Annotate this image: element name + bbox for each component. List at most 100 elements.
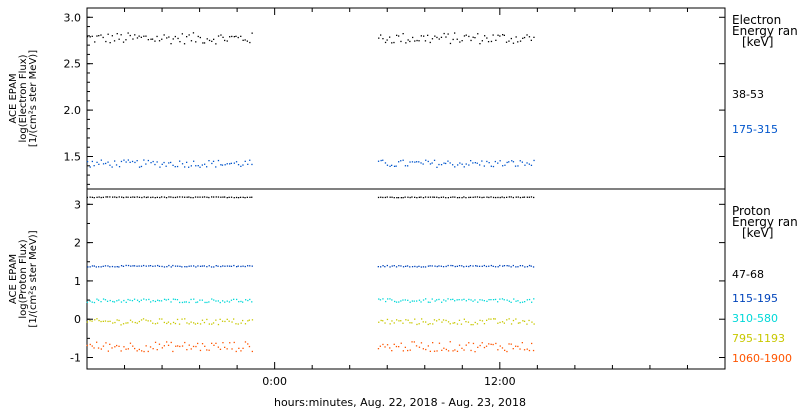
data-point bbox=[215, 43, 217, 45]
data-point bbox=[505, 41, 508, 43]
data-point bbox=[123, 346, 125, 348]
data-point bbox=[377, 348, 380, 350]
proton-legend-entry: 1060-1900 bbox=[732, 352, 792, 365]
data-point bbox=[490, 318, 492, 320]
data-point bbox=[436, 196, 438, 198]
data-point bbox=[407, 299, 409, 301]
data-point bbox=[244, 39, 246, 41]
data-point bbox=[97, 347, 100, 349]
data-point bbox=[120, 34, 122, 36]
data-point bbox=[147, 159, 149, 162]
data-point bbox=[95, 266, 97, 268]
data-point bbox=[528, 319, 530, 322]
electron-series-38-53 bbox=[86, 32, 535, 45]
data-point bbox=[163, 298, 166, 300]
data-point bbox=[102, 163, 105, 165]
data-point bbox=[425, 348, 427, 351]
data-point bbox=[226, 348, 228, 350]
data-point bbox=[395, 165, 397, 167]
data-point bbox=[404, 165, 407, 167]
data-point bbox=[157, 264, 159, 267]
data-point bbox=[460, 323, 463, 325]
data-point bbox=[235, 161, 238, 163]
data-point bbox=[515, 266, 517, 268]
data-point bbox=[523, 349, 526, 351]
data-point bbox=[497, 162, 499, 164]
data-point bbox=[163, 34, 165, 36]
data-point bbox=[499, 35, 501, 37]
data-point bbox=[118, 319, 120, 322]
data-point bbox=[194, 323, 197, 325]
data-point bbox=[436, 265, 438, 268]
data-point bbox=[517, 196, 519, 198]
data-point bbox=[418, 346, 421, 348]
data-point bbox=[424, 40, 427, 42]
data-point bbox=[398, 35, 400, 37]
data-point bbox=[492, 34, 494, 36]
data-point bbox=[211, 196, 213, 198]
data-point bbox=[531, 321, 533, 323]
data-point bbox=[163, 196, 166, 198]
data-point bbox=[242, 39, 244, 41]
data-point bbox=[184, 318, 186, 320]
data-point bbox=[445, 300, 447, 302]
proton-y-tick-label: 0 bbox=[74, 313, 81, 326]
data-point bbox=[235, 323, 237, 325]
data-point bbox=[154, 323, 157, 325]
data-point bbox=[522, 320, 524, 322]
data-point bbox=[433, 196, 436, 198]
data-point bbox=[156, 349, 158, 351]
data-point bbox=[138, 320, 140, 323]
data-point bbox=[197, 322, 199, 324]
data-point bbox=[382, 265, 384, 267]
data-point bbox=[378, 37, 380, 39]
data-point bbox=[172, 298, 175, 300]
data-point bbox=[499, 160, 501, 162]
data-point bbox=[98, 266, 100, 268]
data-point bbox=[184, 196, 186, 198]
data-point bbox=[515, 196, 517, 198]
data-point bbox=[116, 300, 118, 302]
data-point bbox=[445, 265, 447, 268]
data-point bbox=[454, 265, 456, 268]
data-point bbox=[190, 348, 192, 350]
data-point bbox=[463, 266, 465, 268]
data-point bbox=[431, 162, 433, 164]
data-point bbox=[206, 349, 208, 351]
data-point bbox=[442, 266, 445, 268]
data-point bbox=[192, 32, 195, 34]
data-point bbox=[170, 323, 172, 325]
data-point bbox=[387, 298, 389, 300]
data-point bbox=[91, 345, 93, 347]
data-point bbox=[134, 347, 136, 350]
proton-series-795-1193 bbox=[86, 318, 535, 326]
data-point bbox=[242, 301, 244, 303]
data-point bbox=[233, 264, 235, 267]
data-point bbox=[181, 196, 184, 198]
data-point bbox=[236, 298, 238, 301]
data-point bbox=[148, 265, 150, 267]
data-point bbox=[506, 319, 508, 321]
data-point bbox=[113, 301, 116, 303]
data-point bbox=[386, 39, 388, 41]
data-point bbox=[89, 343, 91, 346]
data-point bbox=[483, 300, 485, 302]
data-point bbox=[145, 196, 148, 199]
data-point bbox=[222, 265, 224, 267]
data-point bbox=[526, 196, 528, 198]
data-point bbox=[121, 196, 123, 198]
data-point bbox=[122, 323, 125, 325]
data-point bbox=[503, 265, 506, 267]
data-point bbox=[468, 265, 470, 268]
data-point bbox=[102, 196, 104, 198]
data-point bbox=[420, 301, 422, 303]
data-point bbox=[112, 300, 114, 303]
data-point bbox=[215, 265, 217, 267]
data-point bbox=[385, 300, 387, 303]
proton-y-label-line: ACE EPAM bbox=[8, 254, 19, 304]
data-point bbox=[517, 41, 519, 43]
data-point bbox=[497, 266, 499, 268]
data-point bbox=[429, 323, 431, 325]
data-point bbox=[222, 300, 224, 302]
data-point bbox=[170, 266, 172, 268]
